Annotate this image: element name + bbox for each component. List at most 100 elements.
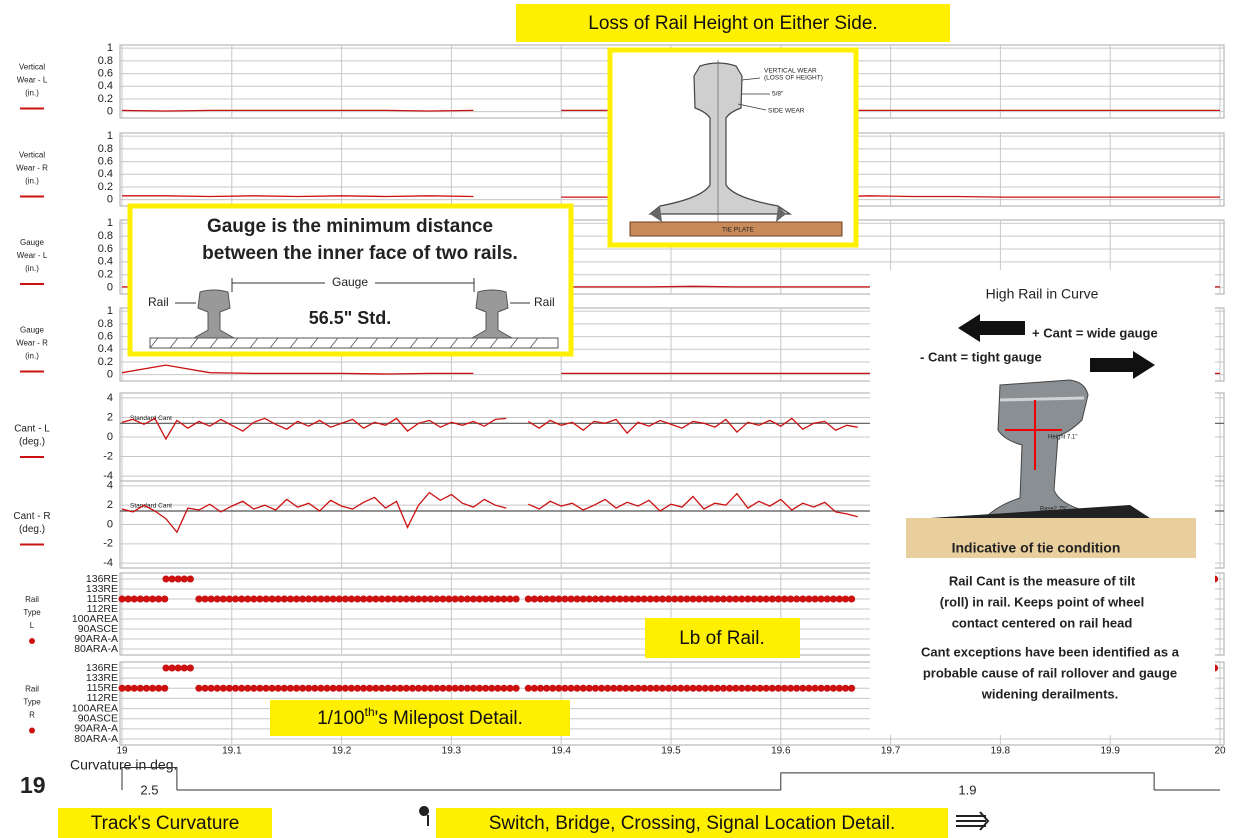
panel-label: Rail bbox=[25, 685, 39, 694]
panel-label: Gauge bbox=[20, 238, 45, 247]
category-label: 112RE bbox=[87, 603, 118, 615]
cant-label: - Cant = tight gauge bbox=[920, 349, 1042, 364]
y-tick-label: 0.6 bbox=[98, 155, 113, 167]
annotation-title: High Rail in Curve bbox=[986, 286, 1099, 302]
icon bbox=[956, 811, 990, 831]
label-box bbox=[516, 4, 950, 42]
y-tick-label: 1 bbox=[107, 305, 113, 317]
y-tick-label: 0.8 bbox=[98, 318, 113, 330]
label-box bbox=[436, 808, 948, 838]
x-tick-label: 19.9 bbox=[1100, 746, 1120, 757]
category-label: 90ASCE bbox=[78, 712, 118, 724]
panel-label: Type bbox=[23, 608, 41, 617]
x-tick-label: 19.5 bbox=[661, 746, 681, 757]
reference-label: Standard Cant bbox=[130, 503, 172, 510]
cant-label: Height 7.1" bbox=[1048, 435, 1077, 441]
x-tick-label: 19.2 bbox=[332, 746, 352, 757]
y-tick-label: 0.2 bbox=[98, 93, 113, 105]
panel-label: Wear - L bbox=[17, 76, 48, 85]
category-label: 133RE bbox=[86, 672, 118, 684]
y-tick-label: 2 bbox=[107, 499, 113, 511]
y-tick-label: -4 bbox=[103, 557, 113, 569]
panel-label: Wear - R bbox=[16, 164, 48, 173]
cant-text: (roll) in rail. Keeps point of wheel bbox=[940, 594, 1144, 609]
y-tick-label: -4 bbox=[103, 470, 113, 482]
y-tick-label: 4 bbox=[107, 392, 113, 404]
category-label: 90ASCE bbox=[78, 623, 118, 635]
y-tick-label: 0 bbox=[107, 194, 113, 206]
cant-text: contact centered on rail head bbox=[952, 615, 1133, 630]
x-tick-label: 19.1 bbox=[222, 746, 242, 757]
category-label: 80ARA-A bbox=[74, 643, 118, 655]
y-tick-label: 2 bbox=[107, 411, 113, 423]
curve-segment bbox=[780, 772, 1155, 790]
y-tick-label: 1 bbox=[107, 130, 113, 142]
axis-label: Curvature in deg. bbox=[70, 757, 177, 773]
panel-label: Rail bbox=[25, 595, 39, 604]
panel-label: (in.) bbox=[25, 352, 39, 361]
gauge-box: Gauge is the minimum distance between th… bbox=[127, 203, 574, 357]
legend-marker bbox=[29, 638, 35, 644]
series-line bbox=[121, 417, 858, 441]
label-box bbox=[58, 808, 272, 838]
text-part: 's Milepost Detail. bbox=[375, 708, 523, 729]
value-label: 2.5 bbox=[140, 782, 158, 797]
cant-text: Rail Cant is the measure of tilt bbox=[949, 573, 1136, 588]
annotation-label: 1/100th's Milepost Detail. bbox=[317, 705, 523, 729]
y-tick-label: -2 bbox=[103, 450, 113, 462]
y-tick-label: 0.4 bbox=[98, 168, 113, 180]
icon bbox=[419, 806, 430, 826]
series-line bbox=[121, 491, 858, 534]
label-box bbox=[270, 700, 570, 736]
y-tick-label: 0.4 bbox=[98, 343, 113, 355]
cant-text: Cant exceptions have been identified as … bbox=[921, 644, 1180, 659]
category-label: 90ARA-A bbox=[74, 723, 118, 735]
panel-label: L bbox=[30, 621, 35, 630]
label-box bbox=[645, 618, 800, 658]
category-label: 115RE bbox=[87, 593, 118, 605]
cant-label: Base2.75" bbox=[1040, 507, 1067, 513]
y-tick-label: 0.4 bbox=[98, 80, 113, 92]
panel bbox=[119, 661, 1225, 746]
category-label: 136RE bbox=[86, 662, 118, 674]
cant-text: widening derailments. bbox=[981, 686, 1119, 701]
gauge-standard: 56.5" Std. bbox=[309, 308, 392, 328]
panel bbox=[119, 307, 1225, 382]
legend-marker bbox=[29, 727, 35, 734]
category-label: 90ARA-A bbox=[74, 633, 118, 645]
category-label: 80ARA-A bbox=[74, 733, 118, 745]
y-tick-label: 0 bbox=[107, 106, 113, 118]
panel-label: Cant - L bbox=[14, 424, 50, 435]
x-tick-label: 19.6 bbox=[771, 746, 791, 757]
annotation-title: Loss of Rail Height on Either Side. bbox=[588, 13, 877, 34]
y-tick-label: 0.8 bbox=[98, 143, 113, 155]
cant-label: Indicative of tie condition bbox=[952, 540, 1121, 556]
y-tick-label: 0 bbox=[107, 369, 113, 381]
gauge-label: Gauge bbox=[332, 275, 368, 289]
diagram-label: (LOSS OF HEIGHT) bbox=[764, 75, 823, 82]
y-tick-label: 0.2 bbox=[98, 269, 113, 281]
y-tick-label: 0.2 bbox=[98, 356, 113, 368]
annotation-title: between the inner face of two rails. bbox=[202, 243, 518, 264]
rail-diagram: VERTICAL WEAR (LOSS OF HEIGHT) 5/8" SIDE… bbox=[607, 47, 859, 248]
panel-label: Vertical bbox=[19, 63, 45, 72]
annotation-label: Track's Curvature bbox=[91, 813, 240, 834]
y-tick-label: 0.2 bbox=[98, 181, 113, 193]
y-tick-label: 0.6 bbox=[98, 243, 113, 255]
category-label: 133RE bbox=[86, 583, 118, 595]
x-tick-label: 19.3 bbox=[442, 746, 462, 757]
x-tick-label: 19.8 bbox=[991, 746, 1011, 757]
x-tick-label: 19 bbox=[116, 746, 128, 757]
y-tick-label: 0.8 bbox=[98, 55, 113, 67]
panel-label: Vertical bbox=[19, 151, 45, 160]
superscript: th bbox=[365, 705, 375, 719]
cant-text: probable cause of rail rollover and gaug… bbox=[923, 665, 1177, 680]
panel-label: (in.) bbox=[25, 177, 39, 186]
category-label: 100AREA bbox=[72, 613, 118, 625]
reference-label: Standard Cant bbox=[130, 415, 172, 422]
gauge-label: Rail bbox=[148, 295, 169, 309]
y-tick-label: 0.6 bbox=[98, 330, 113, 342]
x-tick-label: 20 bbox=[1214, 746, 1226, 757]
y-tick-label: 0.4 bbox=[98, 256, 113, 268]
